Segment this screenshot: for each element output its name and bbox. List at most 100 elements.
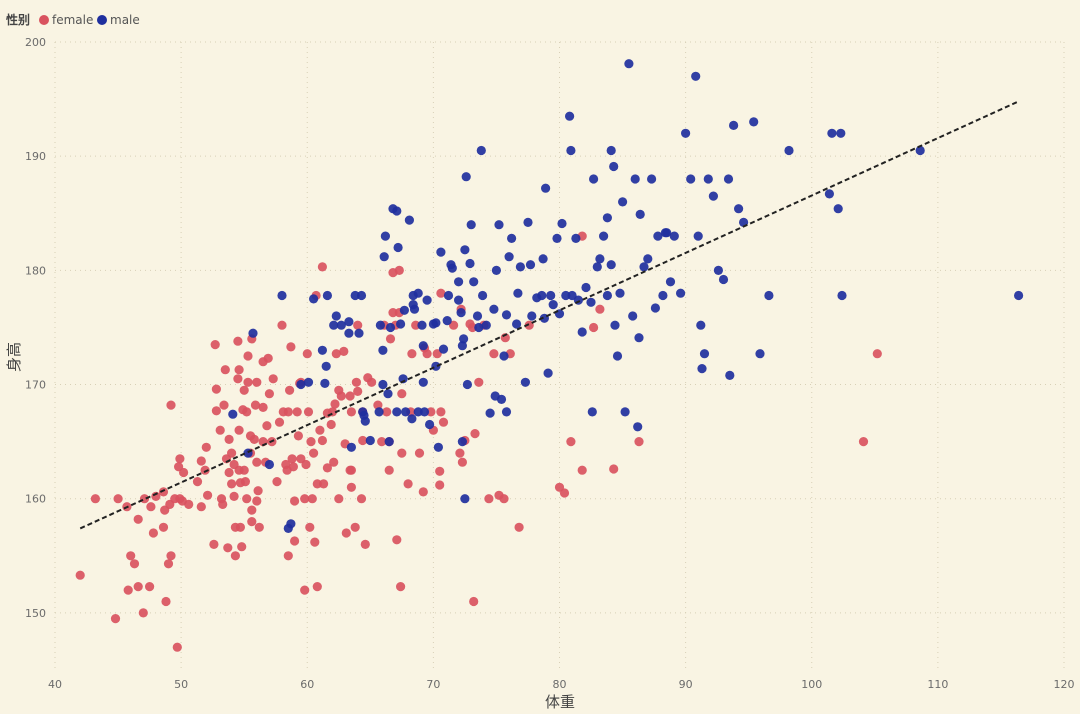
female-point (133, 514, 143, 524)
female-point (242, 407, 252, 417)
female-point (223, 543, 233, 553)
male-point (669, 231, 679, 241)
male-point (606, 145, 616, 156)
y-tick-label: 200 (25, 36, 46, 49)
x-tick-label: 70 (426, 678, 440, 691)
y-tick-label: 190 (25, 150, 46, 163)
female-point (360, 539, 370, 550)
male-point (653, 231, 663, 241)
male-point (418, 377, 428, 387)
male-point (491, 265, 501, 275)
male-point (407, 414, 417, 424)
female-point (373, 400, 383, 410)
male-point (431, 318, 441, 328)
male-point (404, 215, 414, 225)
female-point (148, 528, 158, 538)
male-point (344, 328, 354, 338)
female-point (227, 479, 237, 489)
female-point (392, 535, 402, 545)
female-point (589, 322, 599, 333)
female-point (210, 340, 220, 350)
male-point (499, 351, 509, 361)
male-point (472, 311, 483, 321)
male-point (507, 233, 517, 243)
male-point (436, 247, 446, 257)
female-point (166, 400, 176, 410)
female-point (310, 537, 320, 547)
female-point (247, 517, 257, 527)
x-axis-title: 体重 (545, 693, 575, 711)
female-point (274, 417, 285, 427)
female-point (385, 334, 396, 344)
female-point (240, 477, 250, 487)
male-point (378, 379, 388, 390)
male-point (393, 242, 403, 253)
female-point (224, 434, 234, 444)
male-point (476, 145, 486, 156)
female-point (367, 377, 377, 387)
female-point (634, 437, 644, 447)
female-point (209, 539, 219, 550)
female-point (277, 320, 287, 330)
male-point (413, 407, 423, 417)
female-point (377, 437, 387, 447)
female-point (414, 448, 425, 458)
female-point (90, 494, 100, 504)
male-point (433, 442, 443, 452)
male-point (602, 213, 613, 223)
x-tick-label: 110 (927, 678, 948, 691)
trendline (79, 100, 1020, 530)
female-point (196, 502, 206, 512)
legend-marker-female (39, 15, 49, 25)
male-point (286, 519, 296, 529)
male-point (647, 174, 657, 184)
female-point (129, 559, 140, 569)
female-point (436, 288, 446, 298)
male-point (565, 111, 575, 121)
male-point (784, 145, 794, 156)
female-point (253, 486, 263, 496)
male-point (331, 311, 341, 321)
female-point (196, 456, 206, 466)
male-point (399, 305, 409, 315)
male-point (309, 294, 319, 304)
female-point (411, 320, 421, 330)
female-point (252, 457, 262, 467)
male-point (577, 327, 587, 337)
male-point (1014, 290, 1024, 301)
male-point (696, 320, 706, 330)
female-point (351, 377, 361, 387)
male-point (408, 290, 418, 301)
x-tick-label: 120 (1054, 678, 1075, 691)
female-point (146, 502, 156, 512)
female-point (229, 491, 239, 501)
male-point (566, 145, 576, 156)
female-point (211, 384, 221, 394)
female-point (330, 399, 340, 409)
female-point (309, 448, 319, 458)
y-tick-label: 170 (25, 379, 46, 392)
female-point (123, 585, 133, 595)
male-point (723, 174, 734, 184)
female-point (234, 365, 244, 375)
male-point (595, 254, 605, 264)
female-point (200, 465, 210, 475)
female-point (113, 494, 123, 504)
male-point (442, 316, 452, 326)
female-point (235, 522, 245, 532)
female-point (356, 494, 367, 504)
male-point (277, 290, 287, 301)
male-point (571, 233, 581, 243)
female-point (489, 349, 499, 359)
male-point (561, 290, 571, 301)
male-point (837, 290, 847, 301)
male-point (587, 407, 597, 417)
male-point (457, 437, 467, 447)
legend-marker-male (97, 15, 107, 25)
male-point (443, 290, 454, 301)
female-point (145, 582, 155, 592)
female-point (514, 522, 524, 532)
female-point (577, 465, 587, 475)
female-point (258, 402, 268, 412)
